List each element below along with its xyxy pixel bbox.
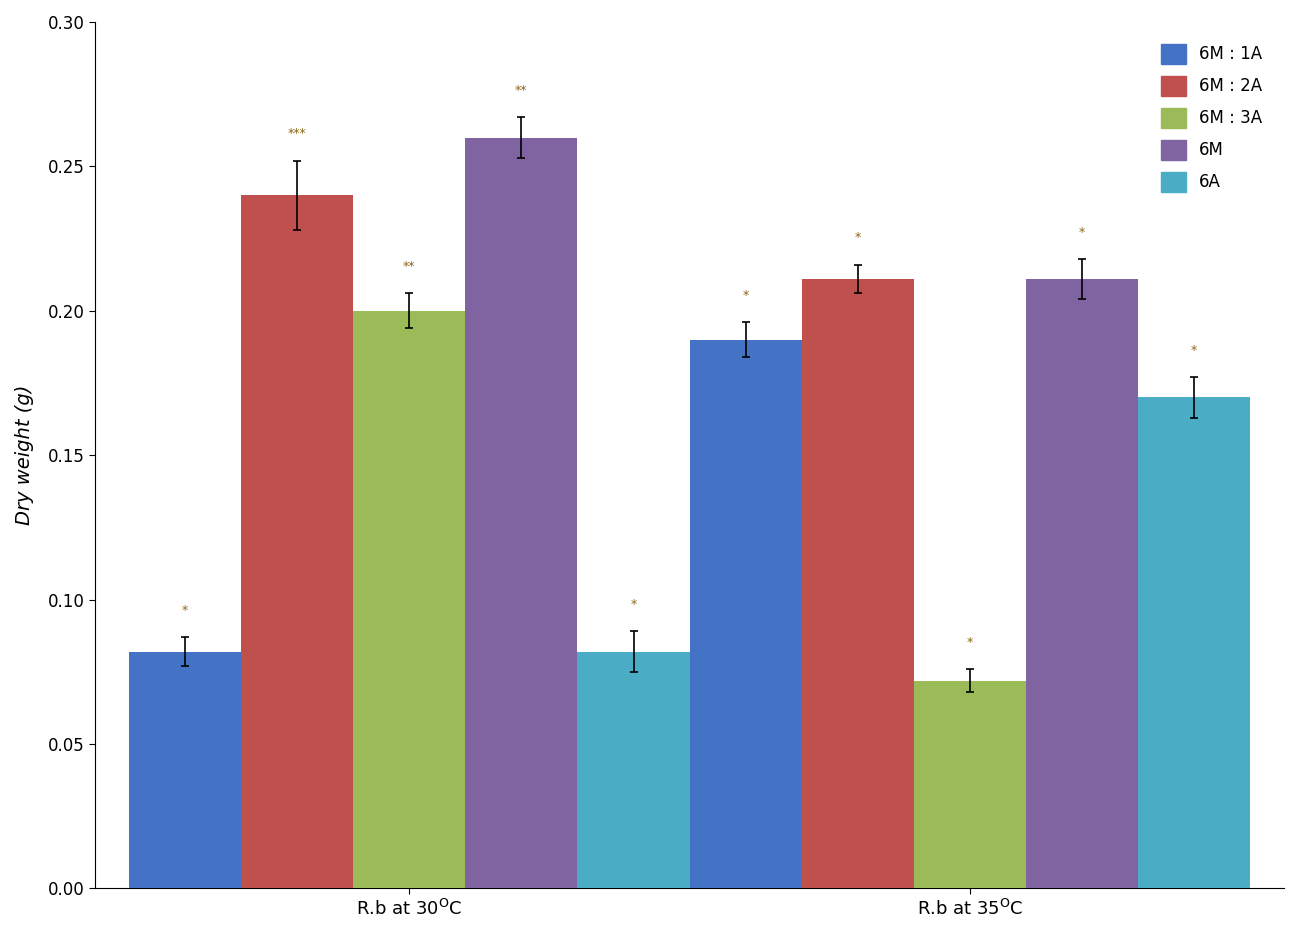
Legend: 6M : 1A, 6M : 2A, 6M : 3A, 6M, 6A: 6M : 1A, 6M : 2A, 6M : 3A, 6M, 6A [1147, 30, 1276, 205]
Text: *: * [966, 636, 973, 649]
Text: **: ** [403, 261, 416, 274]
Bar [914, 681, 1026, 888]
Bar [690, 340, 801, 888]
Text: *: * [1191, 344, 1198, 357]
Bar [801, 279, 914, 888]
Text: ***: *** [287, 127, 307, 140]
Y-axis label: Dry weight (g): Dry weight (g) [16, 385, 34, 526]
Text: *: * [182, 604, 188, 617]
Text: *: * [630, 598, 637, 611]
Bar [242, 195, 353, 888]
Bar [1138, 398, 1251, 888]
Bar [578, 652, 690, 888]
Text: *: * [1079, 226, 1085, 238]
Text: **: ** [516, 84, 527, 97]
Bar [465, 137, 578, 888]
Bar [1026, 279, 1138, 888]
Text: *: * [743, 290, 748, 303]
Bar [353, 311, 465, 888]
Text: *: * [855, 232, 861, 245]
Bar [129, 652, 242, 888]
